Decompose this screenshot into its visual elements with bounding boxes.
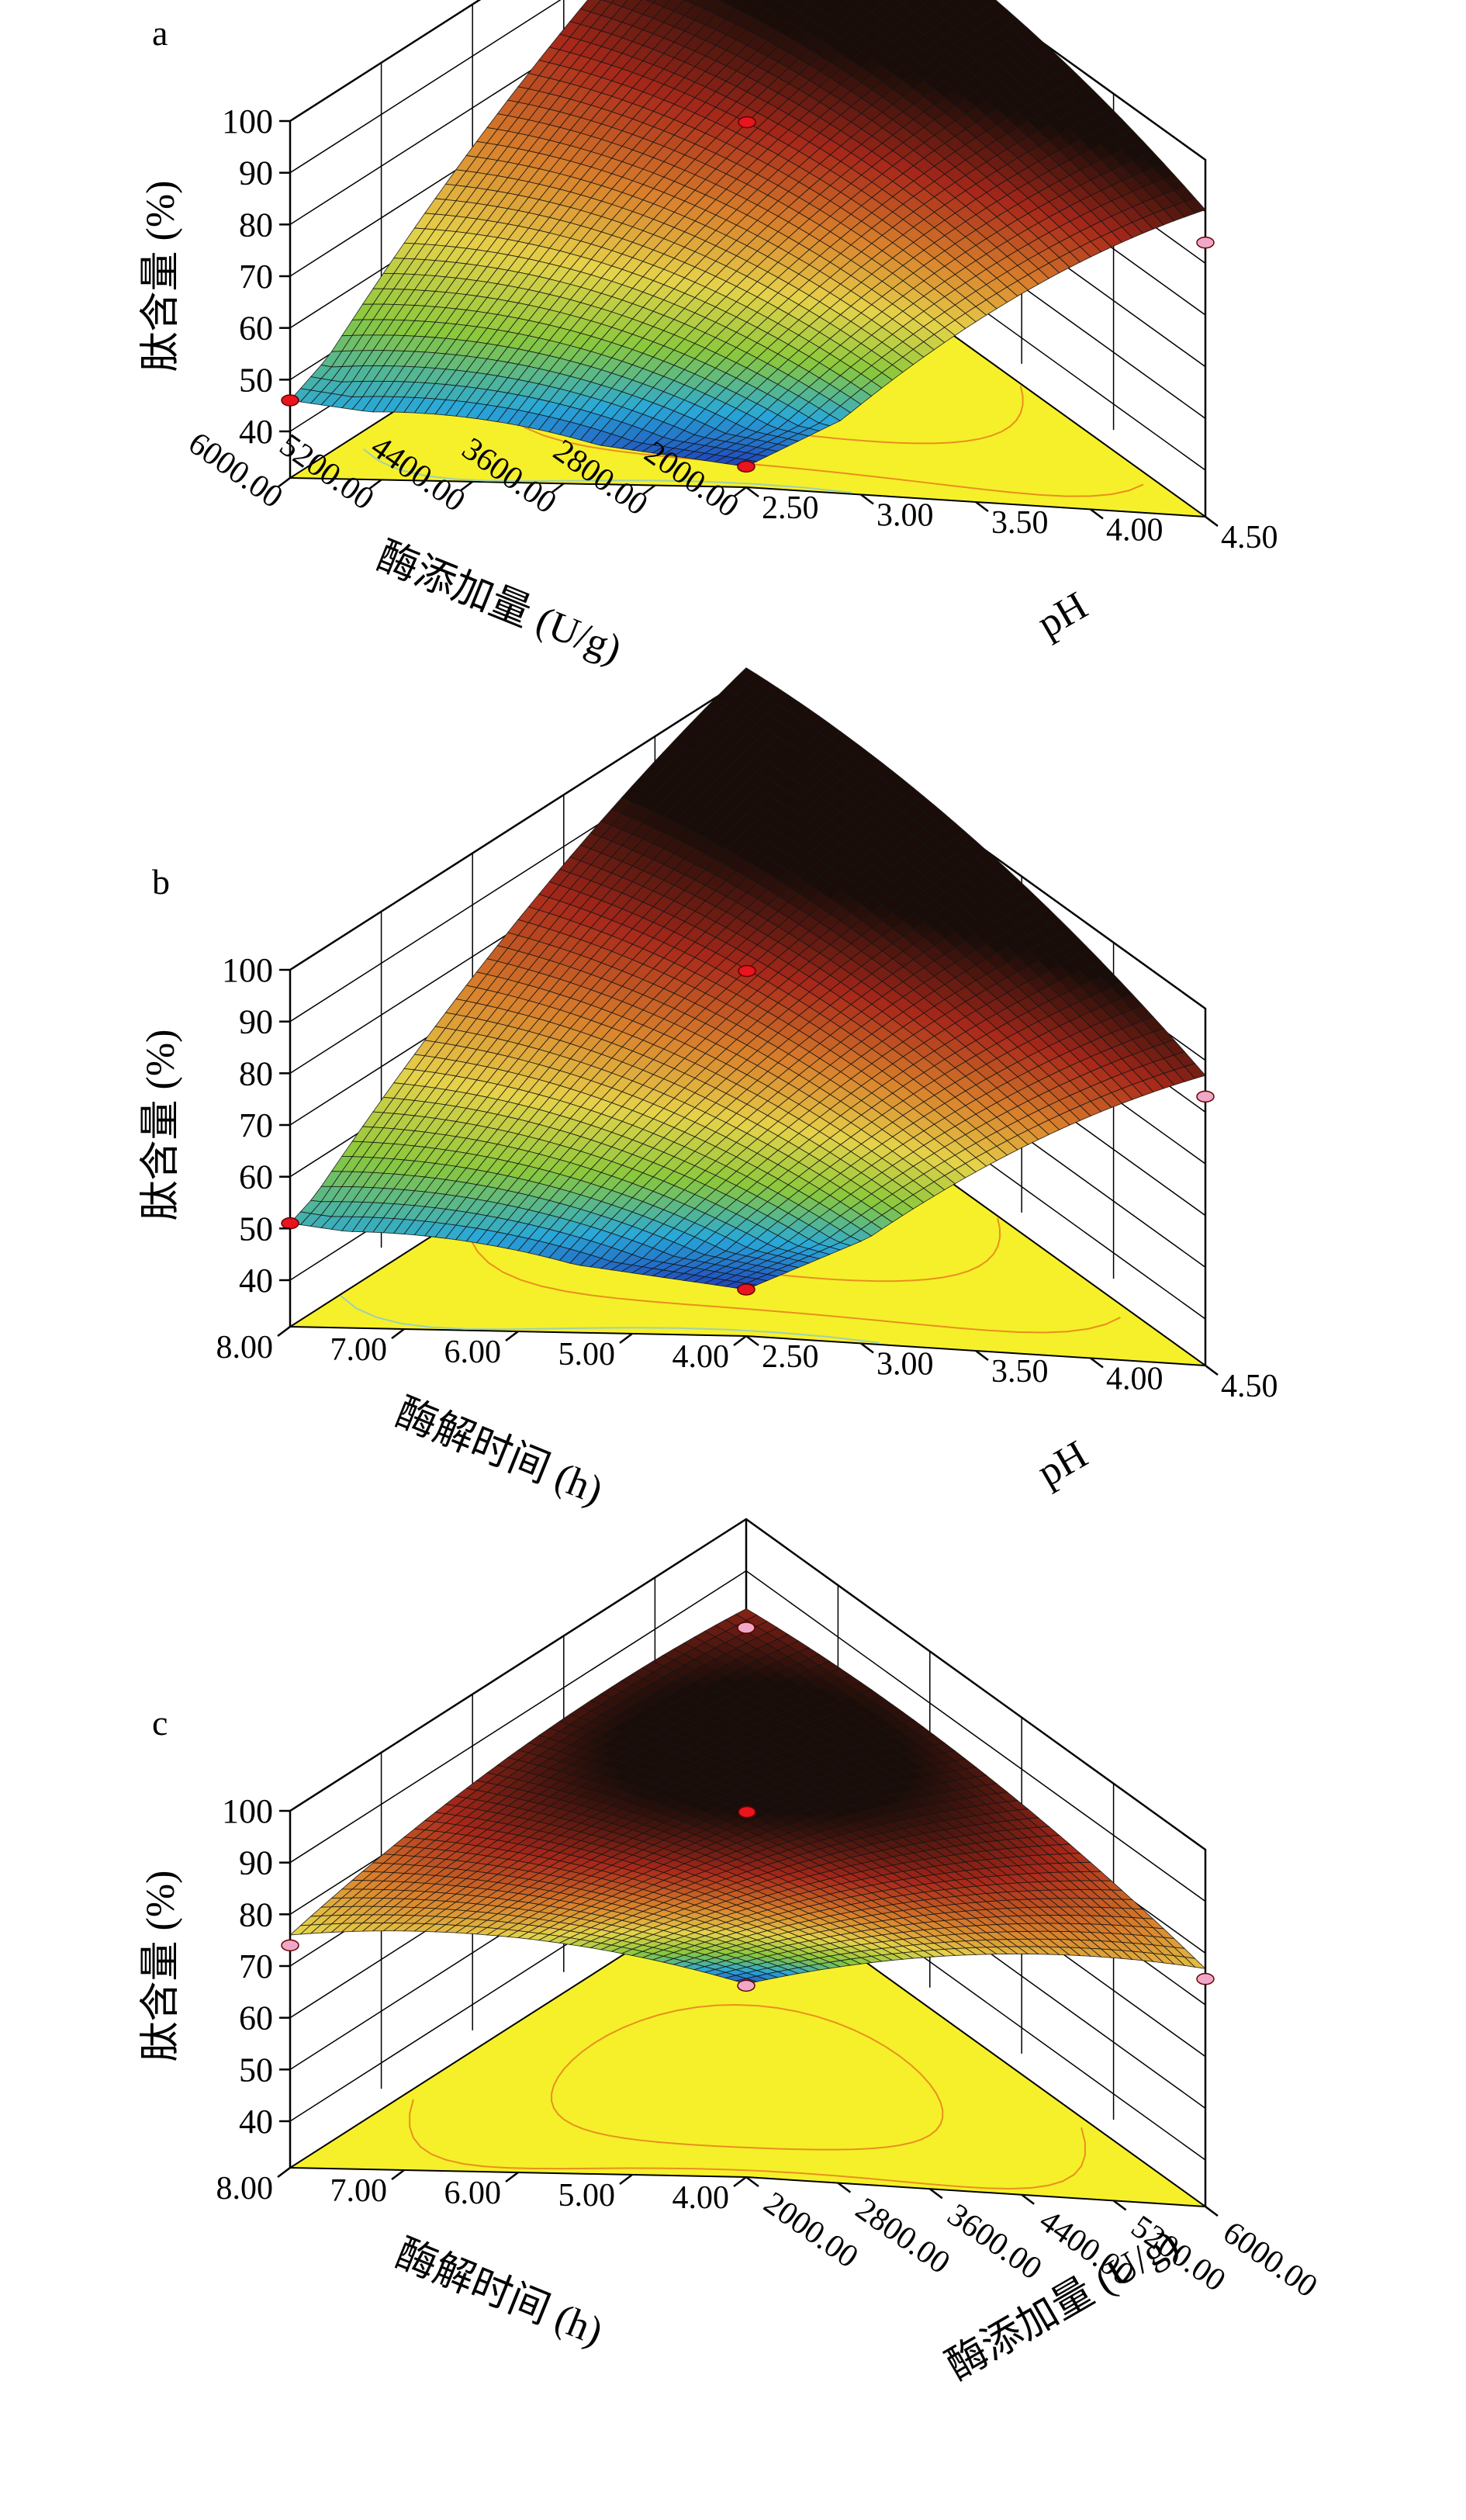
x-tick (391, 1328, 405, 1339)
y-tick-label: 4.50 (1221, 1369, 1278, 1404)
response-surface (289, 667, 1206, 1290)
design-point (738, 116, 756, 129)
design-point (738, 964, 756, 978)
y-tick-label: 2.50 (762, 490, 819, 526)
z-tick-label: 40 (239, 413, 273, 451)
z-axis-title: 肽含量 (%) (139, 181, 183, 372)
x-tick (619, 1333, 633, 1344)
y-tick-label: 3.00 (876, 498, 934, 534)
x-tick (505, 1331, 519, 1341)
y-tick-label: 4.00 (1106, 513, 1163, 549)
floor-contour (1066, 483, 1144, 497)
y-axis-title: pH (1030, 583, 1095, 646)
design-point (281, 1217, 299, 1230)
z-tick-label: 100 (222, 951, 273, 989)
x-tick-label: 8.00 (216, 1330, 274, 1366)
x-tick-label: 5.00 (558, 1337, 616, 1372)
y-tick (1205, 1365, 1219, 1376)
z-tick-label: 60 (239, 1158, 273, 1196)
z-tick-label: 90 (239, 154, 273, 192)
wall-frame (289, 0, 1207, 517)
x-tick (277, 1326, 291, 1337)
response-surface (289, 0, 1206, 467)
design-point (737, 1283, 755, 1296)
z-tick-label: 50 (239, 1210, 273, 1248)
y-tick-label: 3.50 (991, 1354, 1049, 1390)
design-point (1196, 1090, 1215, 1103)
y-axis-title: pH (1030, 1432, 1095, 1495)
floor-contour (362, 448, 852, 493)
z-tick-label: 80 (239, 206, 273, 244)
design-point (281, 394, 299, 407)
design-point (1196, 236, 1215, 249)
panel-letter: b (152, 862, 170, 902)
y-tick-label: 3.00 (876, 1347, 934, 1383)
x-tick-label: 6.00 (444, 1334, 502, 1370)
y-tick (1205, 516, 1219, 527)
z-tick-label: 50 (239, 361, 273, 399)
z-tick-label: 40 (239, 1262, 273, 1300)
x-tick (733, 1335, 747, 1346)
z-gridline (289, 0, 1206, 161)
response-surface (289, 1608, 1207, 1985)
y-tick-label: 4.50 (1221, 520, 1278, 556)
design-point (737, 460, 755, 473)
y-tick-label: 4.00 (1106, 1362, 1163, 1397)
y-tick-label: 2.50 (762, 1339, 819, 1375)
x-tick-label: 4.00 (672, 1339, 730, 1375)
panel-a: 1009080706050406000.005200.004400.003600… (139, 0, 1278, 672)
z-axis-title: 肽含量 (%) (139, 1030, 183, 1221)
y-tick-label: 3.50 (991, 505, 1049, 541)
x-axis-title: 酶添加量 (U/g) (371, 534, 628, 672)
z-tick-label: 60 (239, 310, 273, 348)
x-tick-label: 7.00 (330, 1332, 388, 1368)
z-tick-label: 100 (222, 102, 273, 140)
panel-b: 100 90 80 70 60 50 40 8.00 7.00 6.00 5.00 4.00 2.50 3… (139, 667, 1278, 1513)
x-axis-title: 酶解时间 (h) (389, 1390, 608, 1513)
panel-letter: a (152, 13, 168, 53)
z-tick-label: 90 (239, 1003, 273, 1041)
z-tick-label: 80 (239, 1054, 273, 1092)
z-tick-label: 70 (239, 1106, 273, 1144)
floor-contour (965, 386, 1024, 442)
z-tick-label: 70 (239, 258, 273, 296)
